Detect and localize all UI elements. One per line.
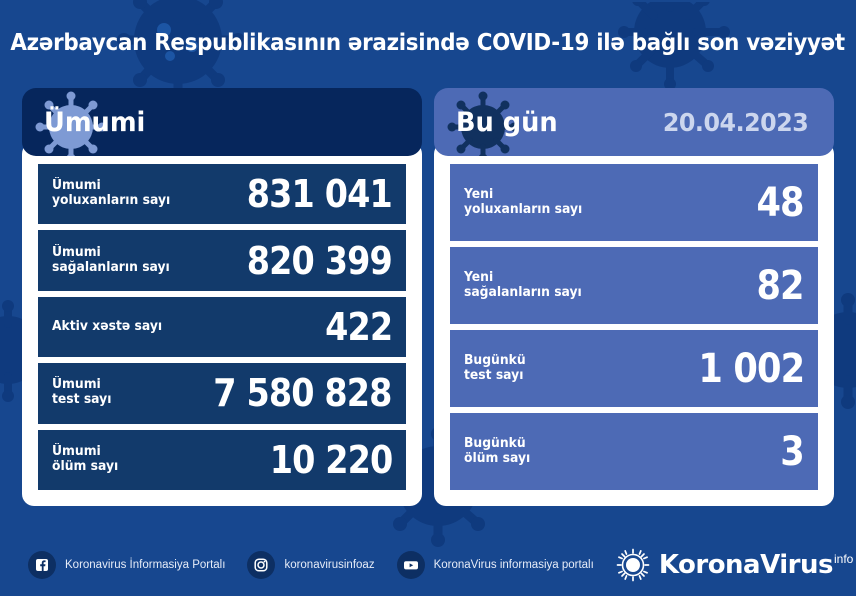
- stat-label: Ümumi yoluxanların sayı: [52, 178, 171, 209]
- stat-value: 7 580 828: [213, 371, 393, 416]
- instagram-icon: [247, 551, 276, 579]
- stat-row-active-cases: Aktiv xəstə sayı 422: [38, 296, 406, 358]
- stat-label: Ümumi ölüm sayı: [52, 443, 119, 474]
- social-label: Koronavirus İnformasiya Portalı: [65, 559, 226, 571]
- today-panel: Bu gün 20.04.2023 Yeni yoluxanların sayı…: [434, 88, 834, 534]
- stat-label: Yeni sağalanların sayı: [464, 269, 582, 300]
- stat-value: 10 220: [269, 437, 393, 482]
- stat-value: 831 041: [246, 172, 393, 217]
- stat-value: 82: [756, 262, 805, 309]
- stat-value: 422: [324, 305, 393, 350]
- social-link-instagram[interactable]: koronavirusinfoaz: [247, 551, 375, 579]
- today-panel-date: 20.04.2023: [662, 107, 809, 137]
- overall-panel-title: Ümumi: [44, 106, 146, 138]
- social-label: koronavirusinfoaz: [284, 559, 375, 571]
- overall-panel: Ümumi Ümumi yoluxanların sayı 831 041 Üm…: [22, 88, 422, 534]
- stat-label: Ümumi test sayı: [52, 377, 112, 408]
- stat-row-total-cases: Ümumi yoluxanların sayı 831 041: [38, 164, 406, 225]
- page-title: Azərbaycan Respublikasının ərazisində CO…: [10, 30, 846, 56]
- social-link-facebook[interactable]: Koronavirus İnformasiya Portalı: [28, 551, 225, 579]
- social-label: KoronaVirus informasiya portalı: [433, 559, 594, 571]
- stat-label: Yeni yoluxanların sayı: [464, 186, 583, 217]
- overall-panel-body: Ümumi yoluxanların sayı 831 041 Ümumi sa…: [22, 142, 422, 506]
- stat-label: Bugünkü test sayı: [464, 352, 526, 383]
- virus-icon: [35, 91, 107, 156]
- brand-logo[interactable]: KoronaVirus info: [616, 548, 854, 582]
- today-panel-body: Yeni yoluxanların sayı 48 Yeni sağalanla…: [434, 142, 834, 506]
- stat-row-total-recovered: Ümumi sağalanların sayı 820 399: [38, 230, 406, 291]
- stat-row-today-tests: Bugünkü test sayı 1 002: [450, 330, 818, 407]
- stat-value: 1 002: [698, 345, 805, 392]
- today-panel-title: Bu gün: [456, 106, 558, 138]
- stat-row-total-tests: Ümumi test sayı 7 580 828: [38, 363, 406, 424]
- brand-name: KoronaVirus: [658, 550, 834, 580]
- stat-label: Aktiv xəstə sayı: [52, 318, 163, 334]
- youtube-icon: [396, 551, 425, 579]
- facebook-icon: [28, 551, 56, 579]
- page-title-bar: Azərbaycan Respublikasının ərazisində CO…: [0, 0, 856, 86]
- stat-label: Ümumi sağalanların sayı: [52, 244, 170, 275]
- brand-tld: info: [834, 552, 854, 566]
- today-panel-header: Bu gün 20.04.2023: [434, 88, 834, 156]
- stat-row-new-cases: Yeni yoluxanların sayı 48: [450, 164, 818, 241]
- social-link-youtube[interactable]: KoronaVirus informasiya portalı: [396, 551, 594, 579]
- statistics-panels: Ümumi Ümumi yoluxanların sayı 831 041 Üm…: [0, 88, 856, 534]
- stat-value: 48: [756, 179, 805, 226]
- sun-virus-logo-icon: [616, 548, 650, 582]
- stat-row-new-recovered: Yeni sağalanların sayı 82: [450, 247, 818, 324]
- stat-value: 820 399: [246, 238, 393, 283]
- stat-value: 3: [780, 428, 804, 475]
- footer: Koronavirus İnformasiya Portalı koronavi…: [0, 534, 856, 596]
- stat-row-today-deaths: Bugünkü ölüm sayı 3: [450, 413, 818, 490]
- overall-panel-header: Ümumi: [22, 88, 422, 156]
- stat-row-total-deaths: Ümumi ölüm sayı 10 220: [38, 429, 406, 491]
- stat-label: Bugünkü ölüm sayı: [464, 435, 531, 466]
- virus-icon: [447, 91, 519, 156]
